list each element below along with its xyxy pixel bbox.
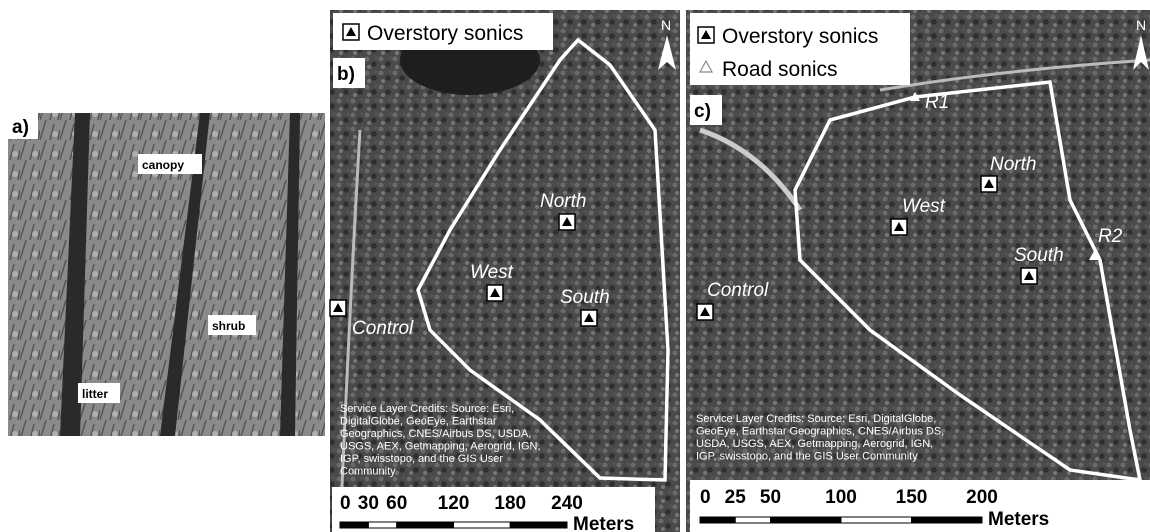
- annotation: shrub: [212, 319, 245, 333]
- legend-entry: Overstory sonics: [722, 25, 878, 48]
- road-site-label: R1: [925, 92, 949, 113]
- scale-segment: [340, 522, 368, 528]
- legend-entry: Overstory sonics: [367, 22, 523, 45]
- scale-label: 150: [896, 487, 928, 508]
- legend-entry: Road sonics: [722, 58, 838, 81]
- credits-line: Service Layer Credits: Source: Esri, Dig…: [696, 413, 936, 425]
- panel-c: Overstory sonics Road sonics c) N North …: [686, 10, 1150, 532]
- panel-a: a) canopy shrub litter: [8, 113, 325, 436]
- site-label: North: [990, 154, 1036, 175]
- site-label: West: [902, 196, 946, 217]
- credits-line: Geographics, CNES/Airbus DS, USDA,: [340, 428, 531, 440]
- panel-label: a): [12, 117, 29, 138]
- annotation: litter: [82, 387, 108, 401]
- scale-segment: [771, 517, 842, 523]
- panel-label: b): [337, 64, 355, 85]
- credits-line: Service Layer Credits: Source: Esri,: [340, 403, 514, 415]
- scale-segment: [735, 517, 770, 523]
- scale-label: 30: [358, 493, 379, 514]
- scale-label: 180: [494, 493, 526, 514]
- figure: a) canopy shrub litter Overstory sonics …: [0, 0, 1150, 532]
- scale-label: 100: [825, 487, 857, 508]
- scale-unit: Meters: [573, 514, 634, 532]
- site-label: South: [1014, 245, 1064, 266]
- site-label: West: [470, 262, 514, 283]
- scale-label: 120: [438, 493, 470, 514]
- scale-segment: [700, 517, 735, 523]
- credits-line: USGS, AEX, Getmapping, Aerogrid, IGN,: [340, 441, 541, 453]
- credits-line: IGP, swisstopo, and the GIS User: [340, 453, 503, 465]
- scale-label: 25: [725, 487, 747, 508]
- site-label: Control: [707, 280, 769, 301]
- scale-label: 240: [551, 493, 583, 514]
- scale-segment: [454, 522, 511, 528]
- credits-line: IGP, swisstopo, and the GIS User Communi…: [696, 451, 918, 463]
- scale-segment: [841, 517, 912, 523]
- site-label: South: [560, 287, 610, 308]
- scale-label: 200: [966, 487, 998, 508]
- scale-unit: Meters: [988, 509, 1049, 530]
- scale-segment: [397, 522, 454, 528]
- scale-segment: [912, 517, 983, 523]
- credits-line: DigitalGlobe, GeoEye, Earthstar: [340, 416, 497, 428]
- credits-line: GeoEye, Earthstar Geographics, CNES/Airb…: [696, 426, 944, 438]
- scale-segment: [510, 522, 567, 528]
- scale-label: 0: [700, 487, 711, 508]
- credits-line: Community: [340, 466, 396, 478]
- scale-segment: [368, 522, 396, 528]
- scale-label: 50: [760, 487, 781, 508]
- credits-line: USDA, USGS, AEX, Getmapping, Aerogrid, I…: [696, 438, 933, 450]
- scale-label: 60: [386, 493, 407, 514]
- panel-label: c): [694, 101, 711, 122]
- site-label: North: [540, 191, 586, 212]
- site-label: Control: [352, 318, 414, 339]
- road-site-label: R2: [1098, 226, 1123, 247]
- north-label: N: [1136, 17, 1146, 33]
- annotation: canopy: [142, 158, 184, 172]
- panel-b: Overstory sonics b) N North West South C…: [330, 10, 680, 532]
- north-label: N: [661, 17, 671, 33]
- scale-label: 0: [340, 493, 351, 514]
